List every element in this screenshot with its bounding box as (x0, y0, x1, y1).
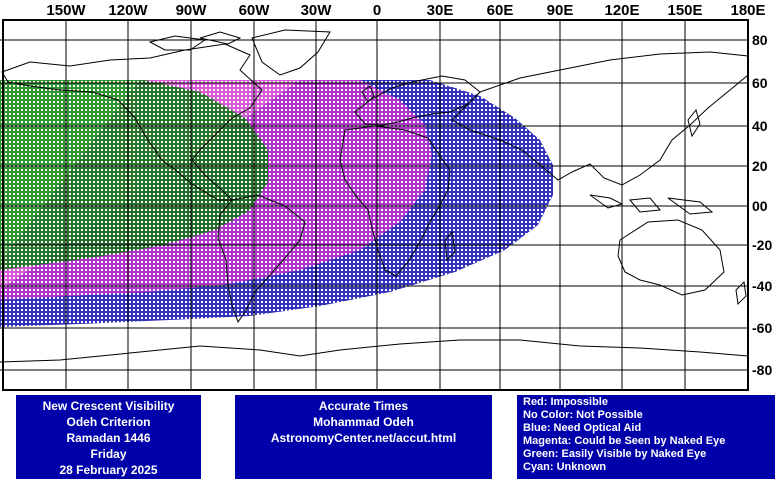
lon-label-180e: 180E (730, 2, 766, 19)
legend-entry-cyan: Cyan: Unknown (523, 461, 607, 473)
lat-label-20: 20 (752, 158, 768, 174)
lon-label-120e: 120E (604, 2, 640, 19)
graticule (0, 20, 748, 390)
lat-label-neg20: -20 (752, 237, 773, 253)
lon-label-30w: 30W (300, 2, 332, 19)
visibility-zone-green (0, 80, 268, 270)
legend-entry-red: Red: Impossible (523, 396, 608, 408)
lon-label-90e: 90E (546, 2, 574, 19)
panel-line: Mohammad Odeh (313, 415, 414, 429)
lon-label-30e: 30E (426, 2, 454, 19)
lat-label-neg40: -40 (752, 278, 773, 294)
lat-label-60: 60 (752, 75, 768, 91)
panel-line: Odeh Criterion (66, 415, 151, 429)
panel-line: Accurate Times (318, 399, 409, 413)
legend-entry-green: Green: Easily Visible by Naked Eye (523, 448, 707, 460)
lat-label-80: 80 (752, 32, 768, 48)
lat-label-00: 00 (752, 198, 768, 214)
lon-label-60e: 60E (486, 2, 514, 19)
lon-label-60w: 60W (238, 2, 270, 19)
lon-label-120w: 120W (108, 2, 148, 19)
panel-link[interactable]: AstronomyCenter.net/accut.html (270, 431, 457, 445)
panel-line: Ramadan 1446 (66, 431, 151, 445)
lon-label-150e: 150E (667, 2, 703, 19)
lat-label-40: 40 (752, 118, 768, 134)
lon-label-150w: 150W (46, 2, 86, 19)
legend-entry-none: No Color: Not Possible (523, 409, 643, 421)
panel-line: Friday (90, 447, 127, 461)
info-panel-title: New Crescent Visibility Odeh Criterion R… (16, 395, 201, 479)
lat-label-neg60: -60 (752, 320, 773, 336)
coastlines (0, 29, 749, 363)
lon-label-90w: 90W (175, 2, 207, 19)
legend-entry-magenta: Magenta: Could be Seen by Naked Eye (523, 435, 726, 447)
panel-line: New Crescent Visibility (42, 399, 175, 413)
legend-panel: Red: Impossible No Color: Not Possible B… (517, 395, 775, 479)
lat-label-neg80: -80 (752, 362, 773, 378)
legend-entry-blue: Blue: Need Optical Aid (523, 422, 642, 434)
panel-line: 28 February 2025 (59, 463, 158, 477)
lon-label-0: 0 (372, 2, 382, 19)
info-panel-credits: Accurate Times Mohammad Odeh AstronomyCe… (235, 395, 492, 479)
world-map (0, 19, 749, 391)
